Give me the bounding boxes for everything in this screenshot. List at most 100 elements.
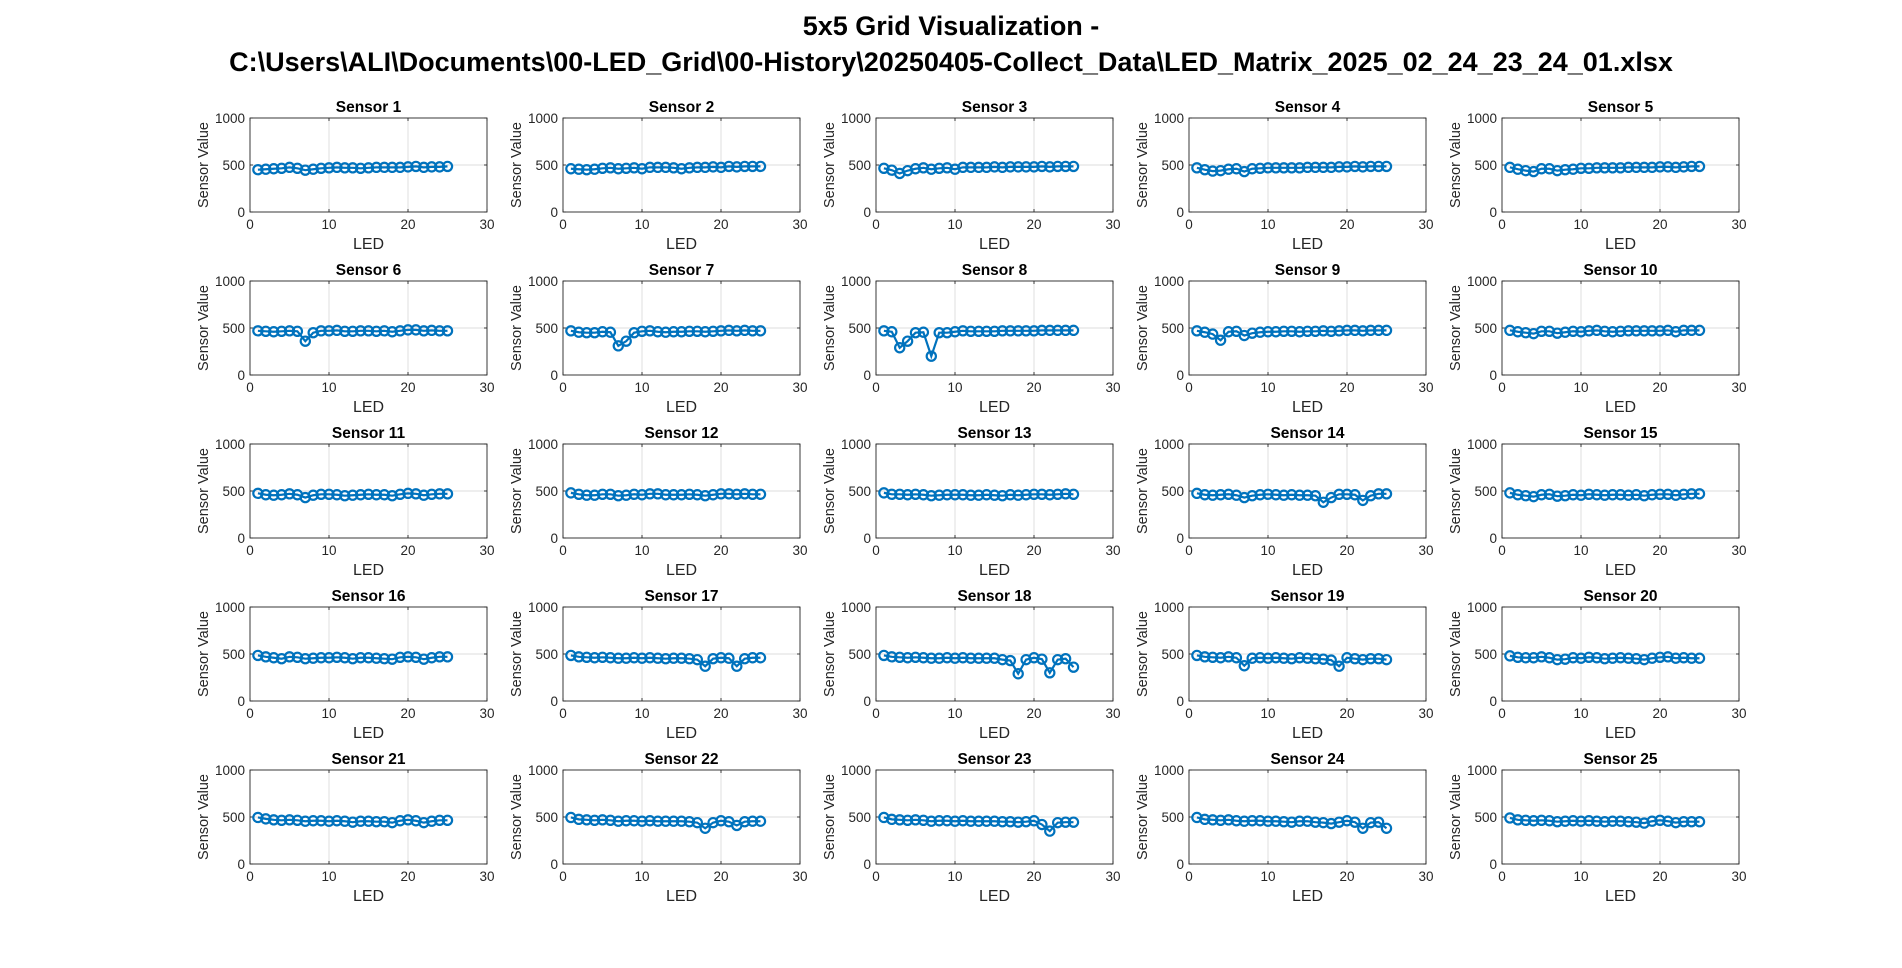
data-point [965,489,977,501]
data-point [660,653,672,665]
x-tick-label: 20 [1339,706,1354,721]
subplot-title: Sensor 6 [336,262,402,279]
data-point [1519,490,1532,502]
x-tick-label: 10 [634,706,649,721]
data-point [925,652,938,664]
data-point [1333,161,1345,173]
data-point [441,814,454,826]
data-point [707,161,719,173]
data-point [588,652,601,664]
data-point [1301,161,1314,174]
data-point [612,340,625,352]
data-point [362,488,375,500]
data-point [1693,160,1706,173]
data-point [628,652,640,664]
data-point [581,163,593,176]
data-point [683,325,696,337]
subplot-sensor-3: 0 10 20 30 0 500 1000 Sensor 3 LED Sensor Value [822,99,1121,253]
x-tick-label: 20 [1339,380,1354,395]
data-point [1341,652,1353,664]
data-point [1606,162,1619,174]
data-point [715,325,727,337]
data-point [1349,489,1361,501]
x-tick-label: 20 [1652,706,1667,721]
y-tick-label: 0 [237,857,245,872]
y-tick-label: 0 [863,694,871,709]
data-point [1567,325,1579,337]
x-tick-label: 10 [321,217,336,232]
data-point [1614,162,1627,174]
data-point [715,652,727,664]
y-tick-label: 0 [863,205,871,220]
y-tick-label: 500 [1161,158,1184,173]
x-tick-label: 30 [1105,217,1120,232]
y-tick-label: 1000 [528,437,558,452]
x-axis-label: LED [666,236,697,253]
data-point [394,325,406,337]
data-point [1598,489,1611,501]
data-point [315,652,327,664]
subplot-title: Sensor 4 [1275,99,1341,116]
y-tick-label: 0 [1489,857,1497,872]
data-point [1199,163,1211,176]
y-axis-label: Sensor Value [1448,285,1464,371]
data-point [754,160,767,173]
data-point [331,161,343,174]
data-point [354,815,367,827]
data-point [410,488,422,500]
data-point [1364,816,1377,829]
data-point [581,489,593,501]
data-point [596,488,609,500]
data-point [620,162,632,174]
y-axis-label: Sensor Value [509,774,525,860]
data-point [901,489,914,501]
subplot-sensor-1: 0 10 20 30 0 500 1000 Sensor 1 LED Sensor Value [196,99,495,253]
data-point [1535,814,1548,826]
y-tick-label: 500 [1161,484,1184,499]
x-tick-label: 0 [559,869,567,884]
subplot-title: Sensor 11 [332,425,406,442]
data-point [652,326,664,338]
series-line [1509,816,1700,825]
data-point [362,325,375,337]
x-axis-label: LED [666,399,697,416]
x-tick-label: 30 [1418,706,1433,721]
data-point [1512,489,1524,501]
data-point [1693,816,1706,828]
data-point [699,490,711,502]
x-tick-label: 10 [634,217,649,232]
data-point [1044,825,1056,837]
data-point [1693,652,1706,664]
y-tick-label: 1000 [1154,763,1184,778]
subplot-sensor-19: 0 10 20 30 0 500 1000 Sensor 19 LED Sensor Value [1135,588,1434,742]
x-axis-label: LED [1605,888,1636,905]
data-point [1262,162,1274,174]
data-point [1677,324,1690,337]
data-point [1333,325,1345,337]
data-point [1591,324,1603,337]
y-tick-label: 500 [535,810,558,825]
x-tick-label: 0 [559,380,567,395]
y-tick-label: 1000 [1154,437,1184,452]
data-point [1357,653,1369,666]
data-point [1380,822,1393,834]
data-point [620,335,632,347]
y-tick-label: 500 [1474,647,1497,662]
data-point [707,653,719,665]
data-point [746,325,759,337]
data-point [1325,161,1337,174]
y-axis-label: Sensor Value [196,448,212,534]
data-point [894,342,906,354]
data-point [746,652,759,664]
data-point [941,652,953,664]
data-point [1246,652,1258,664]
x-tick-label: 0 [1498,217,1506,232]
data-point [878,487,890,499]
data-point [1630,489,1643,501]
series-line [883,165,1074,175]
data-point [604,652,617,664]
data-point [1357,822,1369,834]
data-point [433,814,446,826]
data-point [1380,653,1393,666]
